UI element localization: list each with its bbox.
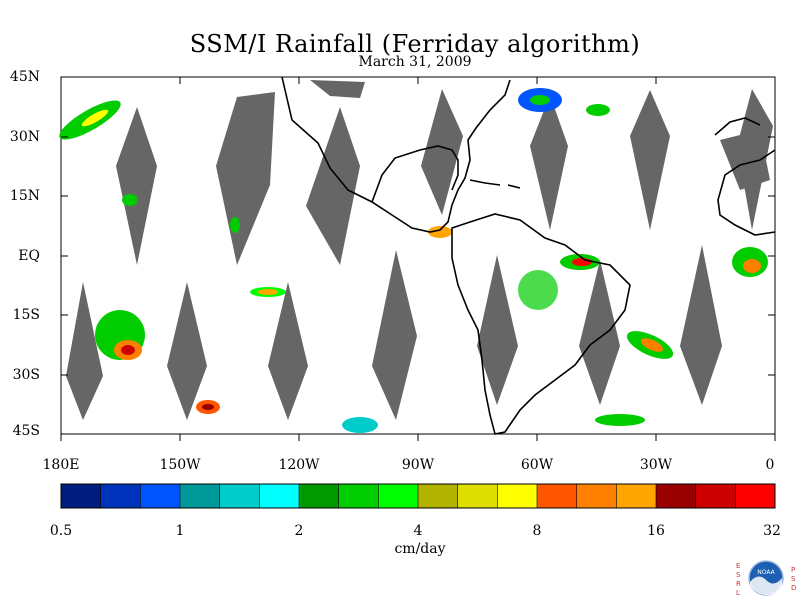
north-america-coast [281,76,511,233]
colorbar-tick-label: 8 [532,523,542,539]
colorbar-tick-label: 0.5 [49,523,73,539]
rain-patch [258,289,278,295]
map-frame [60,76,776,435]
africa-coast [717,149,776,236]
lon-label: 30W [639,457,673,473]
colorbar-segment [378,484,419,508]
rain-patch [595,414,645,426]
caribbean-islands [469,179,521,189]
swath-gap [421,89,463,215]
lon-label: 180E [42,457,80,473]
colorbar-segment [299,484,340,508]
colorbar-segment [576,484,617,508]
logo-letter: D [791,584,796,592]
colorbar-segment [180,484,221,508]
map-title: SSM/I Rainfall (Ferriday algorithm) [189,30,641,58]
lat-ticks [61,76,775,435]
rain-patch [518,270,558,310]
colorbar-segment [338,484,379,508]
lon-label: 120W [278,457,320,473]
rain-patch [121,345,135,355]
logo-letter: E [736,562,740,570]
colorbar-tick-label: 2 [294,523,304,539]
rain-patches [59,88,768,433]
colorbar-segment [140,484,181,508]
logo-letter: S [736,571,741,579]
colorbar-frame [60,483,776,509]
rain-patch [428,226,452,238]
colorbar-segment [616,484,657,508]
rain-patch [342,417,378,433]
lon-label: 0 [765,457,775,473]
rain-patch [202,404,214,410]
lat-label: 45N [9,69,40,85]
rain-patch [572,258,592,266]
colorbar-segment [537,484,578,508]
lon-ticks [60,77,776,441]
swath-gap [720,130,770,190]
lon-label: 60W [520,457,554,473]
swath-gap [579,260,620,405]
swath-gap [268,282,308,420]
swath-gap [167,282,207,420]
lat-label: 30N [9,129,40,145]
swath-gap [477,255,518,405]
lat-label: 15N [9,188,40,204]
colorbar-tick-label: 16 [647,523,665,539]
rain-patch [230,217,240,233]
colorbar-segment [735,484,776,508]
rain-patch [81,109,109,127]
rain-patch [743,259,761,273]
swath-gap [372,250,417,420]
noaa-logo: E S R L P S D NOAA [736,560,796,597]
colorbar-tick-label: 4 [413,523,423,539]
swath-gap [310,80,365,98]
logo-letter: S [791,575,796,583]
colorbar-segment [457,484,498,508]
colorbar-segment [656,484,697,508]
south-america-coast [451,213,631,435]
logo-letter: P [791,566,795,574]
swath-gap [66,282,103,420]
rain-patch [122,194,138,206]
lat-label: 30S [12,367,40,383]
swath-gap [530,95,568,230]
colorbar-unit: cm/day [394,541,446,557]
colorbar-tick-label: 32 [763,523,781,539]
lat-label: 45S [12,423,40,439]
rain-patch [530,95,550,105]
rain-patch [586,104,610,116]
map-date: March 31, 2009 [358,54,472,70]
colorbar-segment [61,484,102,508]
rain-patch [640,338,664,352]
noaa-emblem-wave [750,576,782,596]
lon-label: 150W [159,457,201,473]
coastlines [281,76,776,435]
colorbar-segment [418,484,459,508]
lat-label: EQ [18,248,40,264]
logo-letter: L [736,589,740,597]
colorbar-tick-label: 1 [175,523,185,539]
noaa-emblem-text: NOAA [757,569,775,576]
colorbar-segment [259,484,300,508]
swath-gap [630,90,670,230]
swath-gaps [66,80,773,420]
colorbar-segment [219,484,260,508]
swath-gap [680,245,722,405]
gulf-coast [371,145,459,203]
swath-gap [306,107,360,265]
lon-label: 90W [401,457,435,473]
colorbar-segment [100,484,141,508]
colorbar-segment [695,484,736,508]
lat-label: 15S [12,307,40,323]
logo-letter: R [736,580,741,588]
swath-gap [116,107,157,265]
colorbar-segment [497,484,538,508]
spain-coast [714,117,761,136]
colorbar [61,484,776,508]
